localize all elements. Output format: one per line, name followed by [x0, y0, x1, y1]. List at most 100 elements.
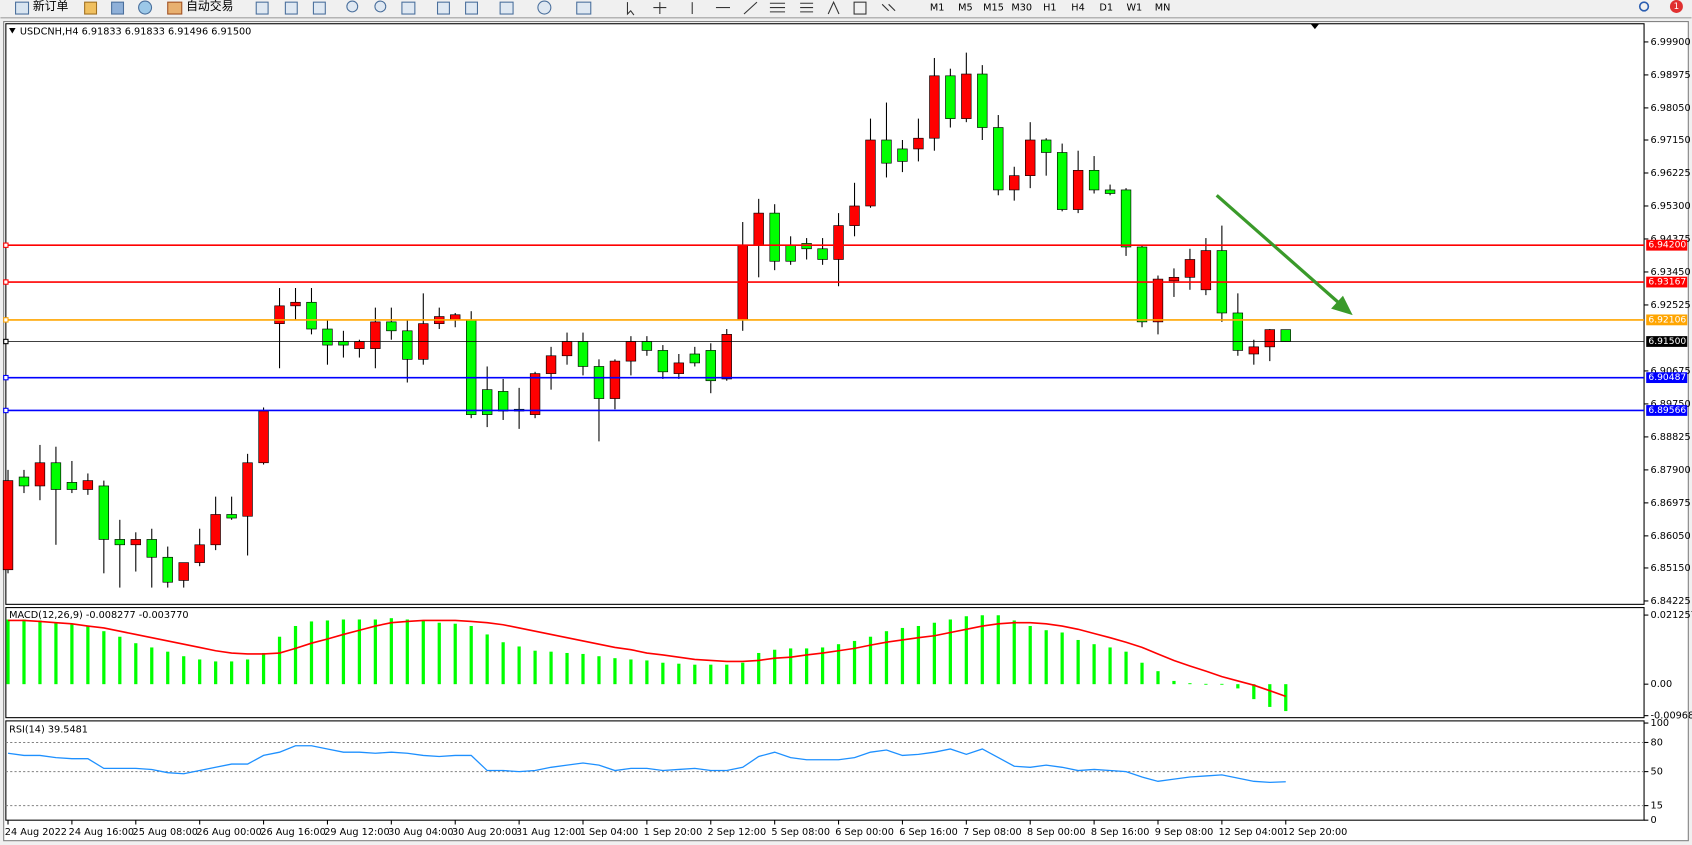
search-icon[interactable] [1638, 1, 1650, 12]
macd-bar [198, 659, 202, 685]
candle-body [1200, 250, 1212, 291]
candle-body [753, 212, 764, 246]
x-tick-label: 1 Sep 20:00 [644, 827, 703, 838]
level-handle [3, 407, 9, 414]
toolbar-icon[interactable] [111, 1, 125, 15]
cursor-tool[interactable] [626, 2, 635, 16]
macd-bar [629, 659, 633, 685]
candle-body [1120, 189, 1132, 248]
timeframe-button[interactable]: MN [1155, 3, 1171, 14]
price-tag-bg [1646, 239, 1688, 251]
toolbar-icon[interactable] [312, 1, 326, 15]
candle-body [961, 73, 972, 119]
candle-body [1041, 139, 1052, 153]
fibo-tool[interactable] [800, 2, 814, 13]
toolbar-icon[interactable] [465, 1, 478, 15]
crosshair-tool[interactable] [653, 2, 667, 15]
price-tag: 6.89566 [1648, 405, 1686, 416]
candle-body [34, 462, 46, 487]
timeframe-button[interactable]: M30 [1011, 3, 1032, 14]
candle-body [402, 330, 413, 360]
y-tick-label: 6.87900 [1651, 465, 1691, 476]
marks: 6.99900 6.98975 6.98050 6.97150 6.96225 6.953… [2, 37, 1692, 838]
x-tick-label: 9 Sep 08:00 [1155, 827, 1214, 838]
macd-bar [1172, 680, 1176, 685]
macd-bar [1268, 684, 1272, 707]
y-tick-label: 6.86975 [1651, 498, 1691, 509]
candle-body [529, 373, 541, 415]
price-tag: 6.92106 [1648, 314, 1686, 325]
candle-body [689, 353, 700, 364]
timeframe-button[interactable]: D1 [1099, 3, 1113, 14]
macd-bar [118, 636, 122, 685]
macd-bar [884, 631, 889, 685]
toolbar-icon[interactable] [401, 1, 416, 15]
text-tool[interactable] [827, 0, 840, 15]
y-tick-label: 80 [1651, 737, 1663, 748]
toolbar-icon[interactable] [499, 1, 514, 15]
price-tag-bg [1646, 336, 1688, 347]
price-tag-bg [1646, 314, 1688, 326]
y-tick-label: 6.94375 [1651, 234, 1691, 245]
macd-bar [1044, 630, 1048, 685]
x-tick-label: 5 Sep 08:00 [771, 827, 830, 838]
toolbar-icon[interactable] [374, 0, 387, 13]
auto-trading-button[interactable]: 自动交易 [186, 0, 233, 13]
candle-body [1009, 175, 1020, 191]
timeframe-button[interactable]: H4 [1071, 3, 1084, 14]
new-order-icon[interactable] [15, 1, 30, 15]
macd-bar [214, 661, 218, 685]
timeframe-button[interactable]: M1 [930, 3, 945, 14]
candle-body [18, 476, 30, 487]
toolbar-icon[interactable] [537, 0, 552, 15]
trendline-tool[interactable] [743, 1, 758, 15]
price-tag: 6.94200 [1648, 240, 1686, 251]
channel-tool[interactable] [769, 2, 786, 13]
timeframe-button[interactable]: M15 [983, 3, 1004, 14]
toolbar-icon[interactable] [284, 1, 298, 15]
toolbar-icon[interactable] [346, 0, 359, 13]
candle-body [210, 514, 221, 546]
toolbar-icon[interactable] [436, 1, 450, 15]
y-tick-label: 6.92525 [1651, 300, 1691, 311]
macd-bar [1076, 639, 1080, 685]
drawing-tools [626, 0, 896, 16]
candle-body [338, 341, 349, 346]
notification-count: 1 [1674, 2, 1680, 12]
candle-body [50, 462, 62, 490]
y-tick-label: 6.84225 [1651, 596, 1691, 607]
timeframe-button[interactable]: H1 [1043, 3, 1056, 14]
toolbar-icon[interactable] [576, 1, 592, 15]
candle-body [945, 75, 956, 119]
macd-bar [1188, 683, 1192, 685]
candle-body [481, 389, 493, 415]
auto-trading-icon[interactable] [167, 1, 183, 15]
candle-body [801, 243, 812, 250]
macd-bar [1124, 651, 1128, 685]
candle-body [1104, 189, 1116, 194]
new-order-button[interactable]: 新订单 [33, 0, 69, 13]
y-tick-label: 6.96225 [1651, 168, 1691, 179]
toolbar-icon[interactable] [255, 1, 269, 15]
x-tick-label: 2 Sep 12:00 [708, 827, 767, 838]
arrow-tool[interactable] [881, 3, 896, 12]
arrow-head [1331, 295, 1353, 316]
timeframe-button[interactable]: W1 [1126, 3, 1142, 14]
candle-body [2, 480, 14, 571]
macd-bar [900, 627, 905, 685]
label-tool[interactable] [853, 1, 867, 15]
notification-badge[interactable] [1669, 0, 1683, 13]
candle-body [1168, 276, 1180, 282]
rsi-line [7, 745, 1286, 784]
y-tick-label: 6.99900 [1651, 37, 1691, 48]
macd-bar [325, 620, 330, 685]
toolbar-icon[interactable] [84, 1, 98, 15]
toolbar-icon[interactable] [138, 0, 153, 15]
macd-bar [182, 656, 186, 685]
rsi-title: RSI(14) 39.5481 [9, 725, 88, 736]
macd-bar [789, 648, 793, 685]
timeframe-button[interactable]: M5 [958, 3, 973, 14]
candle-body [226, 514, 237, 519]
candle-body [769, 212, 780, 262]
